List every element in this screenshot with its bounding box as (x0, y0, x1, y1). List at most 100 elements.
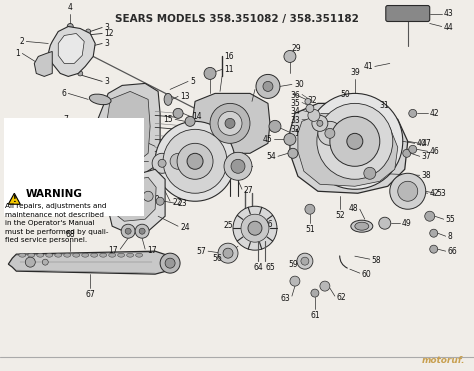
Circle shape (347, 133, 363, 149)
Text: 32: 32 (308, 96, 318, 105)
Circle shape (305, 98, 311, 104)
Ellipse shape (89, 94, 111, 105)
Circle shape (231, 159, 245, 173)
Ellipse shape (55, 253, 62, 257)
Ellipse shape (64, 253, 71, 257)
Text: 13: 13 (180, 92, 190, 101)
Circle shape (312, 115, 328, 131)
Text: 51: 51 (305, 225, 315, 234)
Text: 21: 21 (125, 177, 134, 186)
Text: 8: 8 (448, 232, 453, 241)
Text: 18: 18 (77, 192, 86, 201)
Circle shape (398, 181, 418, 201)
Text: 32: 32 (290, 125, 300, 134)
Text: 36: 36 (290, 91, 300, 100)
Text: 35: 35 (290, 99, 300, 108)
Circle shape (204, 68, 216, 79)
Circle shape (269, 120, 281, 132)
Text: 34: 34 (290, 107, 300, 116)
Circle shape (325, 128, 335, 138)
Text: 12: 12 (104, 29, 114, 38)
Circle shape (318, 121, 342, 145)
Text: 2: 2 (19, 37, 24, 46)
Circle shape (430, 245, 438, 253)
Text: 41: 41 (363, 62, 373, 71)
Circle shape (224, 152, 252, 180)
Text: 40: 40 (417, 139, 427, 148)
Circle shape (223, 248, 233, 258)
Text: 66: 66 (448, 247, 457, 256)
Text: 37: 37 (422, 152, 431, 161)
Ellipse shape (19, 253, 26, 257)
Circle shape (163, 129, 227, 193)
Circle shape (160, 253, 180, 273)
Polygon shape (298, 114, 398, 186)
Text: 7: 7 (64, 115, 68, 124)
Text: 5: 5 (190, 77, 195, 86)
Ellipse shape (28, 253, 35, 257)
Circle shape (165, 258, 175, 268)
Circle shape (425, 211, 435, 221)
Circle shape (78, 71, 83, 76)
Text: 22: 22 (172, 198, 182, 207)
Text: 48: 48 (348, 204, 358, 213)
Text: 10: 10 (150, 195, 160, 204)
Polygon shape (106, 91, 150, 163)
Circle shape (158, 159, 166, 167)
Circle shape (330, 116, 380, 166)
Text: 56: 56 (212, 254, 222, 263)
Text: 28: 28 (256, 84, 265, 93)
Text: 39: 39 (350, 68, 360, 78)
Circle shape (155, 121, 235, 201)
Text: WARNING: WARNING (25, 189, 82, 199)
Text: 16: 16 (224, 52, 234, 61)
Circle shape (86, 44, 91, 49)
Circle shape (284, 50, 296, 62)
Text: 27: 27 (244, 186, 254, 195)
Circle shape (125, 228, 131, 234)
Circle shape (311, 289, 319, 297)
Text: 17: 17 (147, 246, 157, 255)
Text: 60: 60 (362, 270, 372, 279)
Circle shape (409, 145, 417, 153)
Text: 49: 49 (402, 219, 411, 228)
Circle shape (86, 29, 91, 34)
Ellipse shape (136, 253, 143, 257)
Text: 67: 67 (85, 290, 95, 299)
Circle shape (248, 221, 262, 235)
Text: 43: 43 (444, 9, 454, 18)
Ellipse shape (118, 253, 125, 257)
Text: 62: 62 (337, 293, 346, 302)
Text: motoruf.: motoruf. (422, 356, 465, 365)
Text: 47: 47 (422, 139, 431, 148)
Text: 3: 3 (104, 39, 109, 48)
Circle shape (116, 175, 124, 183)
Text: !: ! (12, 195, 16, 204)
FancyBboxPatch shape (386, 6, 430, 22)
Text: 54: 54 (266, 152, 276, 161)
Ellipse shape (46, 253, 53, 257)
Circle shape (135, 224, 149, 238)
Circle shape (218, 243, 238, 263)
Circle shape (390, 173, 426, 209)
Polygon shape (9, 193, 20, 204)
Text: 15: 15 (294, 129, 303, 138)
Circle shape (320, 281, 330, 291)
Text: 23: 23 (177, 199, 187, 208)
Circle shape (126, 197, 134, 205)
Circle shape (173, 108, 183, 118)
Circle shape (152, 153, 172, 173)
Ellipse shape (82, 253, 89, 257)
Text: 17: 17 (109, 246, 118, 255)
Circle shape (288, 148, 298, 158)
Text: 26: 26 (264, 220, 273, 229)
Text: 11: 11 (224, 65, 234, 74)
Ellipse shape (91, 253, 98, 257)
Circle shape (307, 93, 403, 189)
Circle shape (122, 193, 138, 209)
Text: 55: 55 (446, 215, 456, 224)
Bar (4, 118, 144, 216)
Text: 61: 61 (310, 311, 319, 320)
Circle shape (306, 104, 314, 112)
Circle shape (185, 116, 195, 127)
